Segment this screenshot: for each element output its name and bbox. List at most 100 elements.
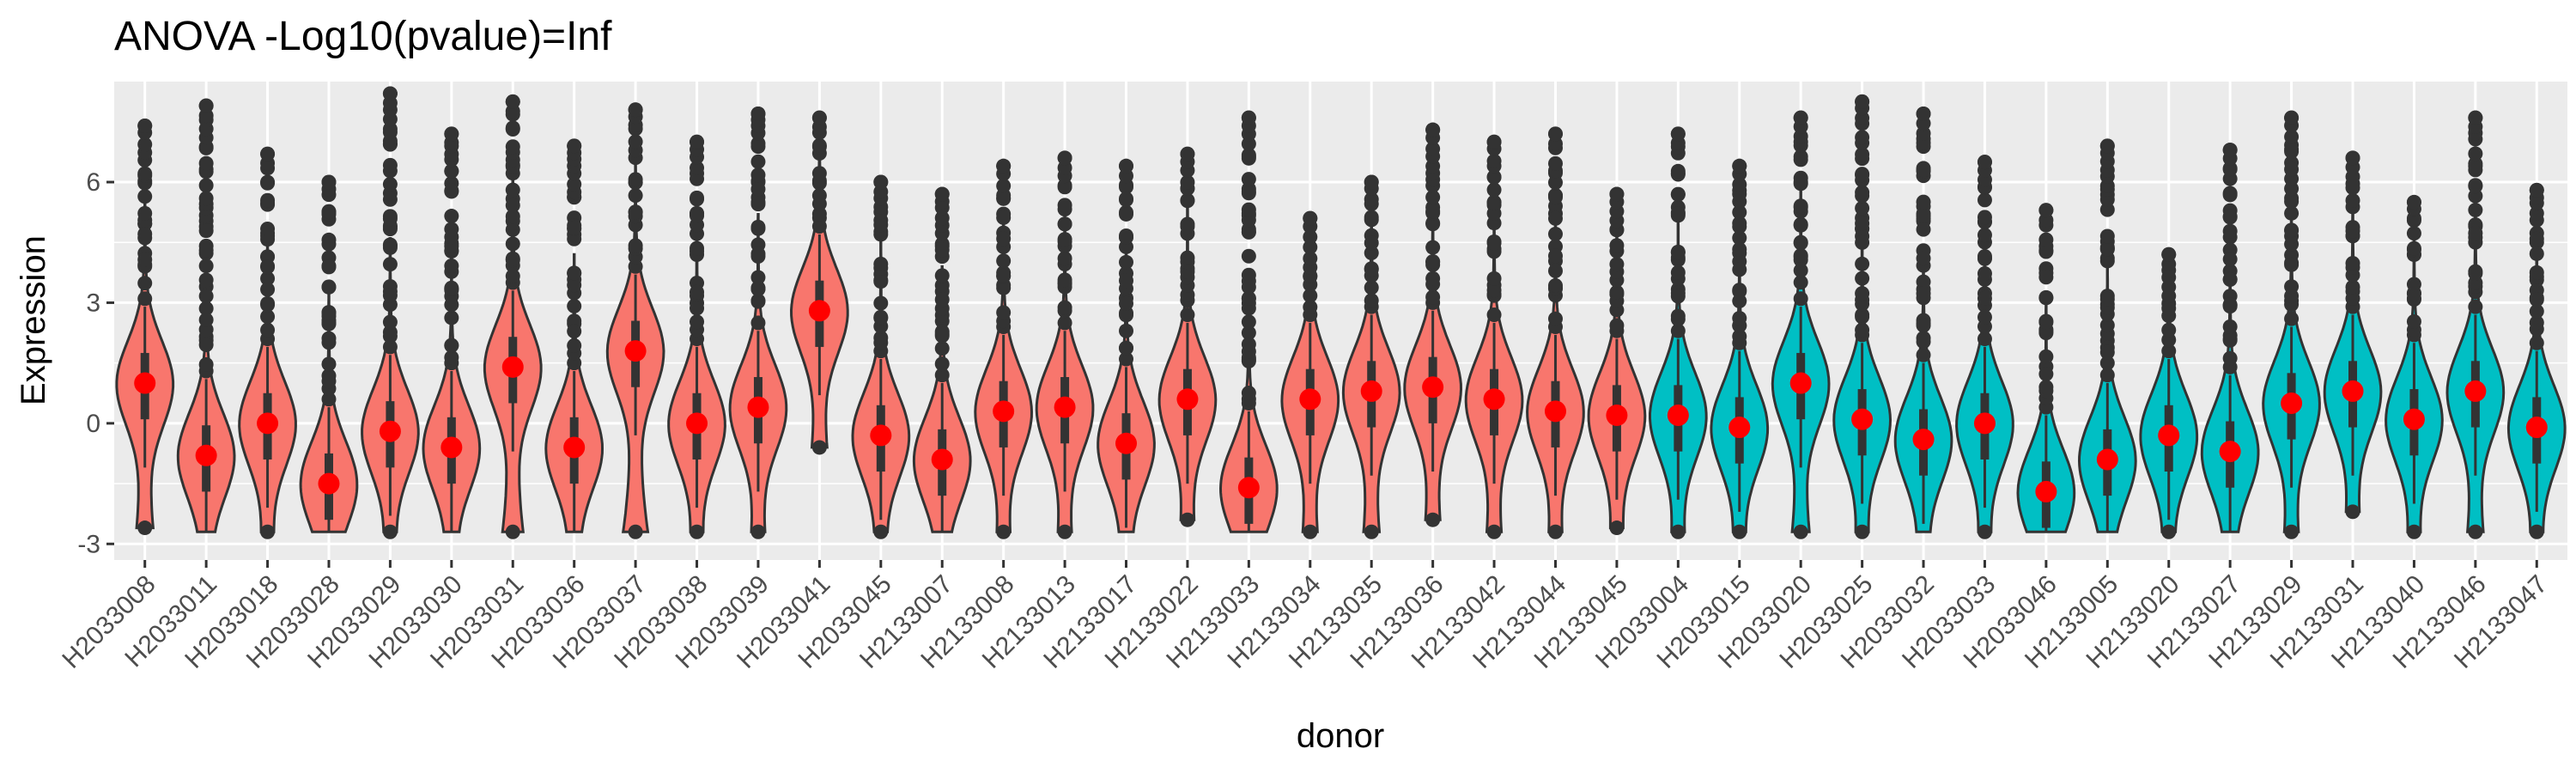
outlier-point bbox=[1241, 202, 1256, 217]
outlier-point bbox=[1855, 256, 1870, 271]
outlier-point bbox=[690, 240, 705, 256]
outlier-point bbox=[1977, 249, 1992, 265]
outlier-point bbox=[1486, 283, 1502, 298]
outlier-point bbox=[2099, 291, 2115, 307]
outlier-point bbox=[996, 210, 1012, 225]
outlier-point bbox=[321, 356, 337, 372]
outlier-point-max bbox=[1609, 186, 1625, 202]
outlier-point bbox=[1916, 347, 1931, 362]
outlier-point bbox=[1977, 309, 1992, 325]
outlier-point bbox=[1732, 177, 1747, 192]
outlier-point bbox=[1364, 245, 1379, 260]
outlier-point bbox=[2468, 225, 2483, 240]
outlier-point-max bbox=[1364, 174, 1379, 190]
outlier-point bbox=[2284, 279, 2300, 295]
outlier-point-max bbox=[1057, 150, 1072, 166]
outlier-point bbox=[382, 314, 398, 330]
outlier-point bbox=[137, 226, 153, 241]
outlier-point bbox=[2529, 246, 2544, 261]
mean-point bbox=[1728, 417, 1751, 439]
outlier-point bbox=[1119, 351, 1134, 367]
outlier-point bbox=[1180, 250, 1195, 265]
outlier-point-min bbox=[1180, 512, 1195, 527]
outlier-point-min bbox=[2345, 504, 2360, 520]
outlier-point bbox=[1547, 311, 1563, 326]
outlier-point bbox=[1977, 290, 1992, 306]
outlier-point-min bbox=[1547, 524, 1563, 539]
outlier-point bbox=[198, 191, 214, 206]
outlier-point bbox=[2222, 332, 2238, 348]
outlier-point bbox=[1916, 125, 1931, 141]
outlier-point-max bbox=[2529, 182, 2544, 198]
outlier-point-min bbox=[1732, 524, 1747, 539]
outlier-point bbox=[750, 167, 766, 183]
outlier-point bbox=[260, 309, 276, 325]
outlier-point bbox=[260, 271, 276, 286]
outlier-point-min bbox=[690, 524, 705, 539]
outlier-point bbox=[2284, 222, 2300, 238]
outlier-point bbox=[382, 329, 398, 344]
outlier-point bbox=[750, 219, 766, 234]
outlier-point bbox=[1364, 192, 1379, 207]
outlier-point bbox=[750, 282, 766, 297]
outlier-point bbox=[260, 221, 276, 236]
outlier-point bbox=[137, 205, 153, 221]
outlier-point bbox=[1793, 198, 1808, 214]
mean-point bbox=[624, 340, 647, 362]
outlier-point-max bbox=[321, 174, 337, 190]
outlier-point bbox=[567, 265, 582, 281]
outlier-point bbox=[2284, 194, 2300, 210]
mean-point bbox=[257, 412, 279, 435]
outlier-point bbox=[2406, 277, 2421, 292]
outlier-point bbox=[2099, 241, 2115, 257]
outlier-point bbox=[1977, 332, 1992, 347]
outlier-point bbox=[1425, 271, 1441, 286]
outlier-point-min bbox=[1303, 524, 1318, 539]
outlier-point bbox=[1425, 253, 1441, 269]
outlier-point bbox=[1855, 147, 1870, 162]
mean-point bbox=[2464, 380, 2487, 402]
outlier-point bbox=[1855, 296, 1870, 312]
outlier-point-min bbox=[873, 524, 889, 539]
outlier-point bbox=[750, 247, 766, 262]
outlier-point bbox=[1547, 210, 1563, 226]
outlier-point bbox=[321, 331, 337, 346]
mean-point bbox=[747, 396, 769, 418]
outlier-point bbox=[2468, 146, 2483, 161]
outlier-point bbox=[2529, 231, 2544, 247]
outlier-point bbox=[1732, 204, 1747, 220]
outlier-point bbox=[260, 249, 276, 265]
outlier-point bbox=[1241, 148, 1256, 163]
outlier-point bbox=[1303, 229, 1318, 245]
x-axis: H2033008H2033011H2033018H2033028H2033029… bbox=[57, 560, 2553, 674]
outlier-point bbox=[567, 177, 582, 192]
outlier-point bbox=[1180, 174, 1195, 190]
outlier-point-max bbox=[2161, 247, 2177, 262]
outlier-point bbox=[137, 137, 153, 152]
outlier-point bbox=[1425, 190, 1441, 205]
outlier-point bbox=[1855, 167, 1870, 183]
outlier-point-min bbox=[1364, 524, 1379, 539]
y-tick-label: 3 bbox=[86, 289, 100, 317]
outlier-point bbox=[750, 194, 766, 210]
outlier-point bbox=[1670, 206, 1686, 222]
mean-point bbox=[1360, 380, 1382, 402]
outlier-point bbox=[1793, 235, 1808, 251]
outlier-point-min bbox=[628, 524, 643, 539]
outlier-point bbox=[1119, 206, 1134, 222]
outlier-point bbox=[2161, 301, 2177, 316]
outlier-point bbox=[444, 183, 459, 198]
chart-title: ANOVA -Log10(pvalue)=Inf bbox=[114, 14, 612, 59]
outlier-point bbox=[1732, 230, 1747, 246]
outlier-point bbox=[2161, 344, 2177, 359]
outlier-point bbox=[1855, 200, 1870, 216]
outlier-point-max bbox=[1916, 106, 1931, 121]
mean-point bbox=[318, 472, 340, 495]
mean-point bbox=[1483, 388, 1505, 411]
outlier-point bbox=[2099, 344, 2115, 360]
outlier-point bbox=[567, 277, 582, 293]
outlier-point bbox=[1916, 334, 1931, 350]
outlier-point bbox=[1609, 318, 1625, 333]
outlier-point bbox=[382, 257, 398, 272]
outlier-point bbox=[198, 301, 214, 316]
